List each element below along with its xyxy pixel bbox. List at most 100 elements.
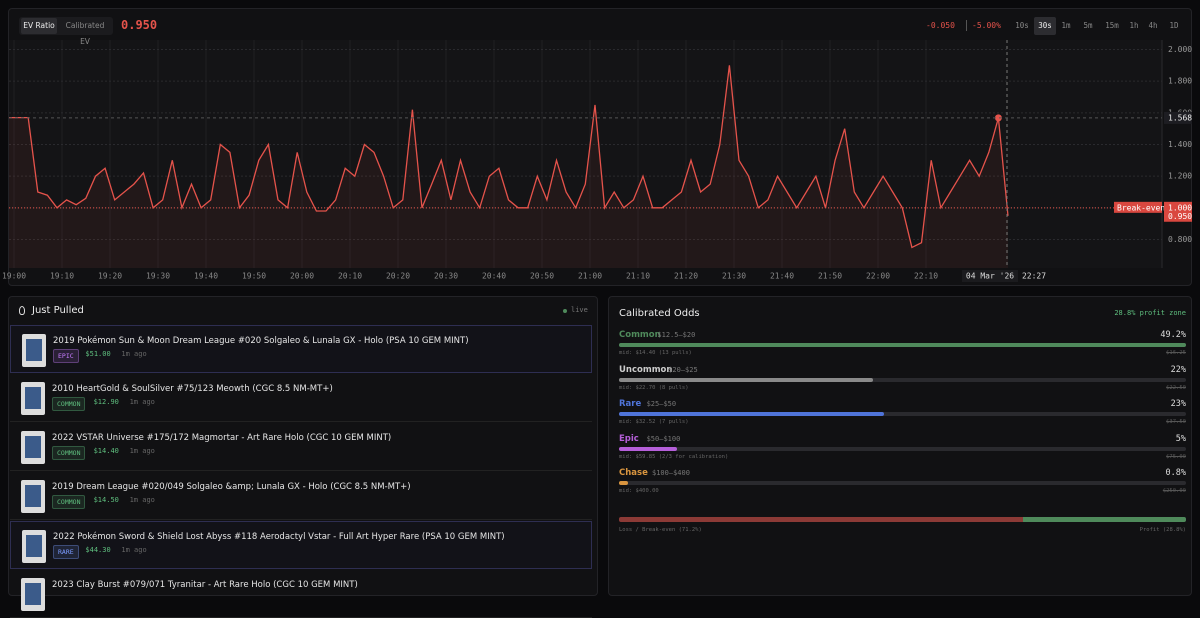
y-tick-label: 2.000 (1168, 45, 1192, 54)
range-button[interactable]: 1h (1129, 21, 1139, 30)
tier-track (619, 446, 1186, 451)
change-pct: -5.00% (972, 21, 1001, 30)
card-thumbnail (21, 578, 45, 611)
current-label: 0.950 (1168, 212, 1192, 221)
x-tick-label: 20:00 (290, 272, 314, 281)
panel-title: Just Pulled (32, 305, 84, 316)
pull-item[interactable]: 2019 Pokémon Sun & Moon Dream League #02… (10, 325, 592, 373)
pull-item[interactable]: 2022 Pokémon Sword & Shield Lost Abyss #… (10, 521, 592, 569)
tab[interactable]: EV Ratio (21, 18, 57, 34)
y-tick-label: 1.400 (1168, 140, 1192, 149)
peak-badge (1164, 111, 1192, 124)
live-dot (563, 309, 567, 313)
tier-bar (619, 446, 677, 451)
pull-item[interactable]: 2022 VSTAR Universe #175/172 Magmortar -… (10, 423, 592, 471)
x-tick-label: 20:40 (482, 272, 506, 281)
item-title: 2019 Pokémon Sun & Moon Dream League #02… (53, 336, 469, 346)
tier-name: Epic (619, 433, 639, 444)
profit-zone: 28.8% profit zone (1114, 309, 1186, 317)
tier-name: Common (619, 330, 661, 340)
page: {"header":{"tabs":["EV Ratio","Calibrate… (1, 8, 1193, 618)
tier-range: $100–$400 (652, 469, 690, 477)
item-price: $51.00 (85, 350, 111, 358)
y-tick-label: 1.200 (1168, 172, 1192, 181)
rarity-badge: EPIC (53, 349, 79, 363)
break-even-label: 1.000 (1168, 203, 1192, 212)
tier-bar (619, 343, 1186, 347)
break-even-name: Break-even (1117, 203, 1165, 212)
separator (966, 20, 967, 31)
item-title: 2010 HeartGold & SoulSilver #75/123 Meow… (52, 384, 333, 394)
card-thumbnail (22, 530, 46, 563)
range-button[interactable]: 5m (1083, 21, 1093, 30)
x-tick-label: 20:30 (434, 272, 458, 281)
pull-item[interactable]: 2019 Dream League #020/049 Solgaleo &amp… (10, 472, 592, 520)
tier-range: $12.5–$20 (657, 331, 696, 339)
tier-name: Chase (619, 468, 648, 478)
range-button[interactable]: 10s (1015, 21, 1029, 30)
x-tick-label: 20:20 (386, 272, 410, 281)
range-button[interactable]: 15m (1105, 21, 1119, 30)
range-button[interactable]: 1m (1061, 21, 1071, 30)
crosshair-time: 22:27 (1022, 272, 1046, 281)
tier-range: $25–$50 (646, 400, 677, 408)
tier-bar (619, 377, 873, 382)
range-button[interactable]: 30s (1034, 17, 1056, 35)
item-time: 1m ago (121, 546, 147, 554)
date-badge (962, 270, 1018, 282)
x-tick-label: 21:00 (578, 272, 602, 281)
tier-pct: 0.8% (1165, 468, 1186, 478)
rarity-badge: COMMON (52, 446, 86, 460)
ev-line (9, 65, 1009, 249)
current-value: 0.950 (121, 18, 158, 32)
item-price: $12.90 (93, 398, 119, 406)
range-button[interactable]: 4h (1148, 21, 1158, 30)
panel-title: Calibrated Odds (619, 308, 700, 319)
loss-label: Loss / Break-even (71.2%) (619, 527, 702, 533)
pull-item[interactable]: 2010 HeartGold & SoulSilver #75/123 Meow… (10, 374, 592, 422)
break-even-badge (1114, 201, 1162, 213)
x-tick-label: 21:30 (722, 272, 746, 281)
tier-track (619, 377, 1186, 382)
area (9, 65, 1008, 268)
tier-bar (619, 412, 885, 416)
tier-pct: 23% (1170, 399, 1186, 409)
tier-track (619, 412, 1186, 416)
fire-icon (19, 306, 25, 315)
x-tick-label: 20:10 (338, 272, 362, 281)
crosshair-date: 04 Mar '26 (966, 272, 1014, 281)
item-time: 1m ago (129, 398, 155, 406)
tab[interactable]: Calibrated EV (65, 21, 105, 46)
break-even-value-badge (1164, 201, 1192, 213)
range-button[interactable]: 1D (1169, 21, 1179, 30)
x-tick-label: 19:40 (194, 272, 218, 281)
tier-ref: $75.00 (1166, 453, 1186, 460)
tier-mid: mid: $22.70 (8 pulls) (619, 384, 689, 391)
profit-bar (1022, 517, 1186, 522)
item-title: 2022 Pokémon Sword & Shield Lost Abyss #… (53, 532, 505, 542)
x-tick-label: 22:00 (866, 272, 890, 281)
x-tick-label: 19:00 (2, 272, 26, 281)
y-tick-label: 1.800 (1168, 77, 1192, 86)
tier-range: $50–$100 (646, 434, 681, 443)
x-tick-label: 19:10 (50, 272, 74, 281)
tier-track (619, 481, 1186, 485)
item-title: 2019 Dream League #020/049 Solgaleo &amp… (52, 482, 411, 492)
x-tick-label: 21:50 (818, 272, 842, 281)
loss-bar (619, 517, 1023, 522)
pull-item[interactable]: 2023 Clay Burst #079/071 Tyranitar - Art… (10, 570, 592, 618)
tier-mid: mid: $14.40 (13 pulls) (619, 350, 692, 356)
card-thumbnail (21, 431, 45, 464)
card-art (25, 436, 41, 458)
y-tick-label: 0.800 (1168, 235, 1192, 244)
card-art (25, 387, 41, 409)
live-status: live (571, 306, 588, 314)
peak-label: 1.568 (1168, 113, 1192, 122)
tier-ref: $250.00 (1162, 488, 1186, 494)
tier-pct: 5% (1175, 433, 1186, 444)
tier-mid: mid: $59.85 (2/3 for calibration) (619, 453, 729, 460)
item-price: $14.40 (93, 447, 119, 455)
item-title: 2023 Clay Burst #079/071 Tyranitar - Art… (52, 580, 358, 590)
tier-mid: mid: $400.00 (619, 488, 659, 494)
x-tick-label: 19:50 (242, 272, 266, 281)
